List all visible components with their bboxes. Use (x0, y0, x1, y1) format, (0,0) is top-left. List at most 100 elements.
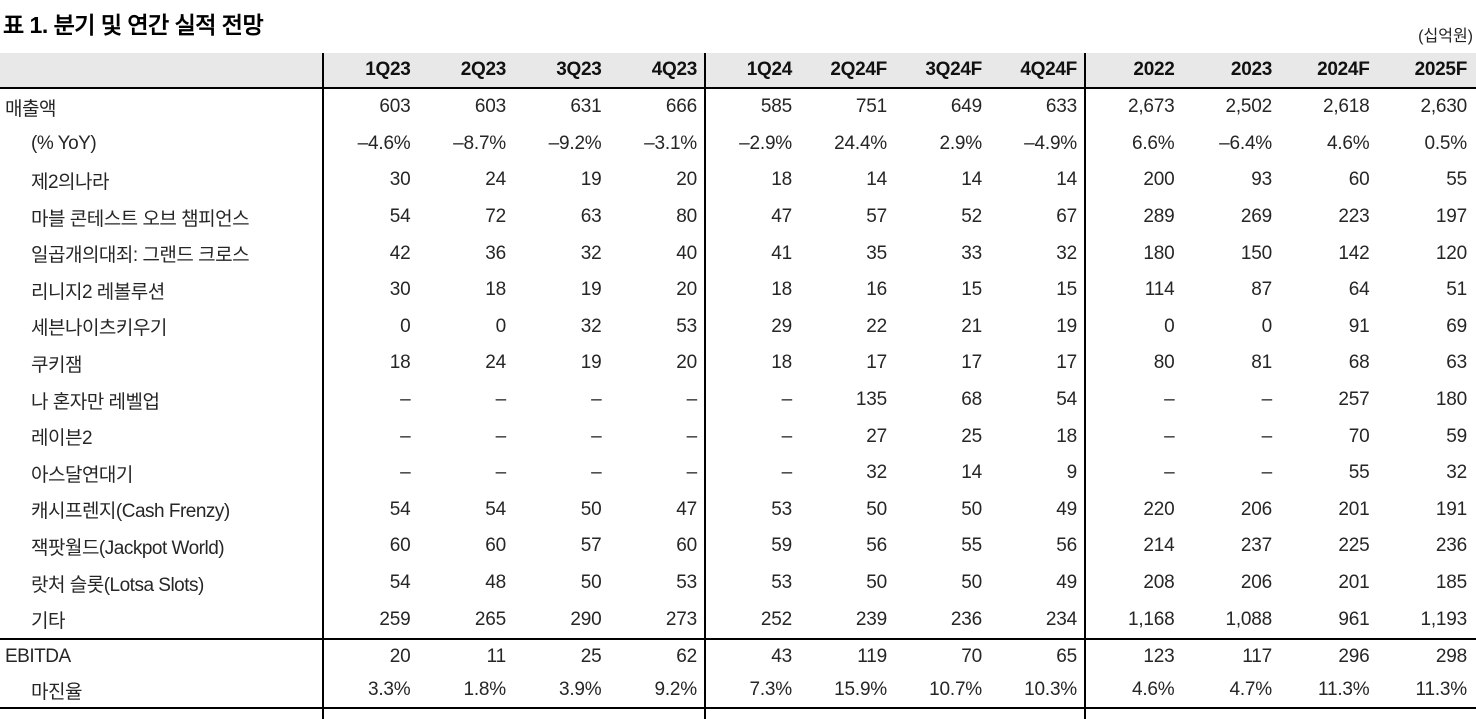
table-row: 쿠키잼 18 24 19 20 18 17 17 17 80 81 68 63 (0, 345, 1476, 382)
value-cell: 21 (961, 315, 982, 337)
value-cell: 81 (1251, 352, 1272, 374)
column-header: 3Q23 (556, 59, 602, 80)
value-cell: 236 (950, 608, 982, 630)
value-cell: 239 (855, 608, 887, 630)
row-label: 매출액 (5, 98, 56, 120)
value-cell: 14 (961, 169, 982, 191)
column-header: 2025F (1414, 59, 1468, 80)
value-cell: 16 (866, 279, 887, 301)
value-cell: 142 (1338, 242, 1370, 264)
value-cell: 603 (379, 96, 411, 118)
value-cell: 1,168 (1127, 608, 1175, 630)
row-label: EBITDA (5, 645, 71, 667)
value-cell: 69 (1446, 315, 1467, 337)
value-cell: – (1261, 462, 1273, 484)
value-cell: 9 (1066, 462, 1078, 484)
column-header: 2022 (1133, 59, 1175, 80)
value-cell: 273 (665, 608, 697, 630)
table-row: 나 혼자만 레벨업 – – – – – 135 68 54 – – 257 180 (0, 382, 1476, 419)
value-cell: – (781, 389, 793, 411)
table-row: EBITDA 20 11 25 62 43 119 70 65 123 117 296 298 (0, 640, 1476, 674)
value-cell: 237 (1240, 535, 1272, 557)
value-cell: – (591, 389, 602, 411)
value-cell: 54 (485, 498, 506, 520)
value-cell: 0.5% (1424, 132, 1467, 154)
column-header: 4Q23 (651, 59, 698, 80)
value-cell: – (495, 425, 507, 447)
value-cell: 6.6% (1131, 132, 1175, 154)
value-cell: – (1164, 389, 1175, 411)
row-label: 세븐나이츠키우기 (31, 318, 167, 340)
value-cell: 48 (485, 572, 506, 594)
value-cell: 265 (474, 608, 506, 630)
row-label: 마진율 (31, 681, 82, 703)
value-cell: 72 (485, 206, 506, 228)
value-cell: 25 (580, 645, 602, 667)
value-cell: 43 (771, 645, 792, 667)
value-cell: 114 (1144, 279, 1175, 301)
value-cell: 19 (1056, 315, 1077, 337)
value-cell: 32 (866, 462, 887, 484)
value-cell: –4.6% (357, 132, 411, 154)
value-cell: 64 (1348, 279, 1370, 301)
value-cell: 123 (1143, 645, 1175, 667)
value-cell: 29 (771, 315, 792, 337)
table-row: 캐시프렌지(Cash Frenzy) 54 54 50 47 53 50 50 49 220 206… (0, 492, 1476, 529)
table-row: 잭팟월드(Jackpot World) 60 60 57 60 59 56 55 56 214 23… (0, 528, 1476, 565)
value-cell: 206 (1240, 572, 1272, 594)
table-row: 랏처 슬롯(Lotsa Slots) 54 48 50 53 53 50 50 49 208 206… (0, 565, 1476, 602)
value-cell: 15.9% (834, 679, 887, 701)
value-cell: 93 (1251, 169, 1272, 191)
value-cell: 631 (570, 96, 602, 118)
value-cell: 53 (676, 572, 697, 594)
value-cell: 14 (961, 462, 982, 484)
value-cell: 24.4% (834, 132, 887, 154)
value-cell: 50 (961, 572, 982, 594)
table-row: 세븐나이츠키우기 0 0 32 53 29 22 21 19 0 0 91 69 (0, 309, 1476, 346)
column-header: 4Q24F (1020, 59, 1077, 80)
value-cell: 52 (961, 206, 982, 228)
value-cell: 63 (1446, 352, 1467, 374)
value-cell: 54 (389, 206, 411, 228)
value-cell: 585 (760, 96, 792, 118)
value-cell: – (400, 389, 411, 411)
value-cell: 18 (771, 169, 792, 191)
value-cell: 236 (1435, 535, 1467, 557)
value-cell: – (781, 462, 793, 484)
value-cell: – (591, 462, 602, 484)
column-header: 2Q24F (830, 59, 887, 80)
value-cell: 60 (1348, 169, 1370, 191)
value-cell: 87 (1251, 279, 1272, 301)
value-cell: 1.8% (463, 679, 506, 701)
value-cell: 62 (676, 645, 697, 667)
value-cell: 54 (1056, 389, 1077, 411)
value-cell: 55 (1446, 169, 1467, 191)
value-cell: 1,193 (1420, 608, 1467, 630)
value-cell: 2,673 (1127, 96, 1175, 118)
value-cell: – (400, 425, 411, 447)
value-cell: 19 (580, 169, 602, 191)
value-cell: 24 (485, 169, 506, 191)
value-cell: 55 (1348, 462, 1370, 484)
value-cell: 150 (1240, 242, 1272, 264)
value-cell: 9.2% (654, 679, 697, 701)
value-cell: 2,618 (1322, 96, 1370, 118)
row-label: 나 혼자만 레벨업 (31, 391, 160, 413)
value-cell: 54 (389, 498, 411, 520)
value-cell: 257 (1338, 389, 1370, 411)
row-label: 아스달연대기 (31, 464, 133, 486)
row-label: 잭팟월드(Jackpot World) (31, 537, 225, 559)
row-label: 랏처 슬롯(Lotsa Slots) (31, 574, 204, 596)
value-cell: 20 (676, 352, 697, 374)
value-cell: 220 (1143, 498, 1175, 520)
value-cell: 50 (866, 572, 887, 594)
value-cell: – (686, 462, 698, 484)
table-body: 매출액 603 603 631 666 585 751 649 633 2,673 2,502 2,6… (0, 89, 1476, 638)
unit-label: (십억원) (1418, 28, 1473, 45)
value-cell: 57 (580, 535, 602, 557)
value-cell: 18 (1056, 425, 1077, 447)
value-cell: 24 (485, 352, 506, 374)
column-divider-labels (322, 53, 324, 719)
table-row: 일곱개의대죄: 그랜드 크로스 42 36 32 40 41 35 33 32 180 150 142… (0, 235, 1476, 272)
value-cell: 234 (1045, 608, 1077, 630)
